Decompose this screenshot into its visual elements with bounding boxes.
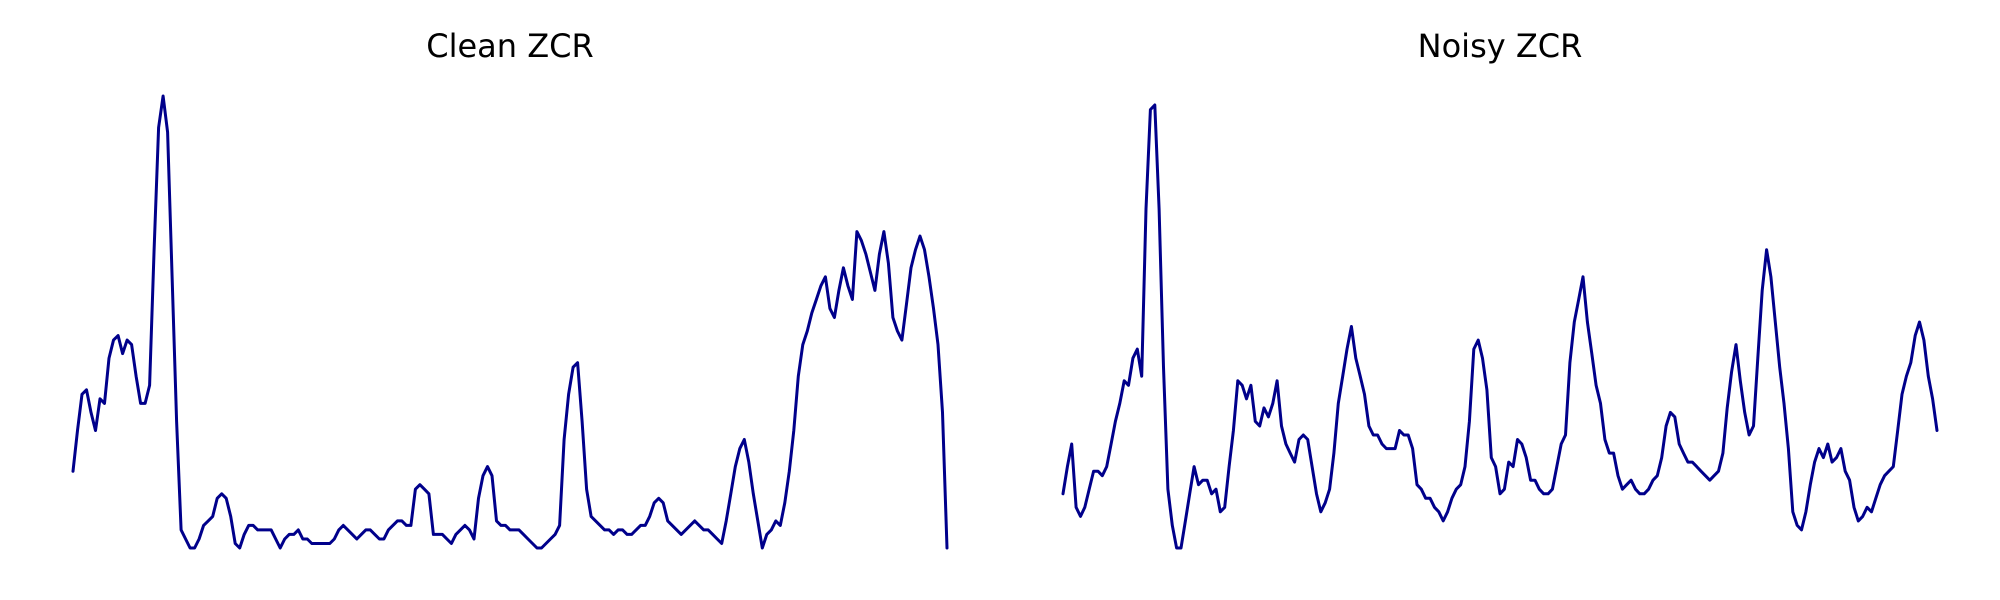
- noisy-zcr-panel: Noisy ZCR: [1061, 27, 1939, 550]
- noisy-zcr-series-line: [1061, 103, 1939, 550]
- clean-zcr-title: Clean ZCR: [426, 27, 593, 65]
- clean-zcr-series-line: [71, 94, 949, 550]
- noisy-zcr-title: Noisy ZCR: [1418, 27, 1583, 65]
- clean-zcr-panel: Clean ZCR: [71, 27, 949, 550]
